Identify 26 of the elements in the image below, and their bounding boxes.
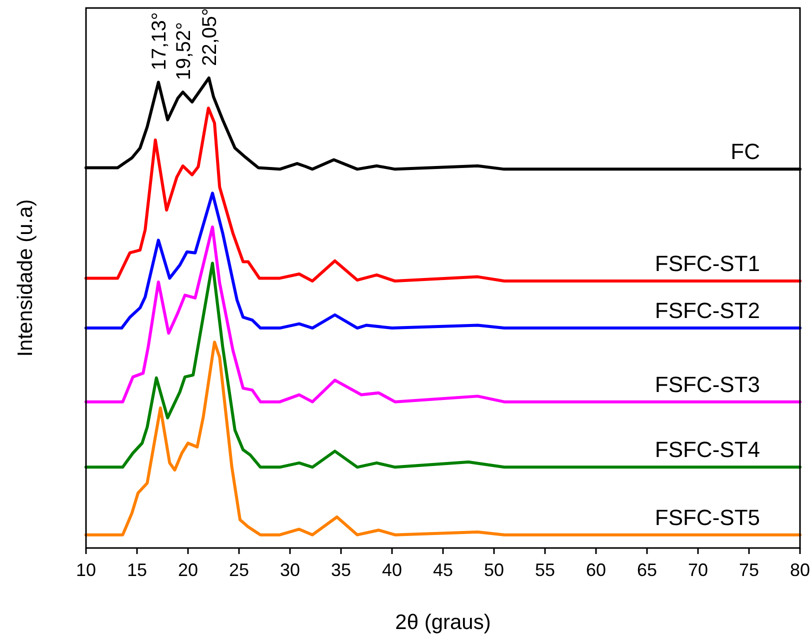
annotation: 17,13°	[148, 12, 171, 70]
x-tick-label: 30	[280, 560, 300, 580]
x-tick-label: 50	[484, 560, 504, 580]
x-tick-label: 55	[534, 560, 556, 580]
annotation: 22,05°	[198, 8, 221, 66]
series-label: FSFC-ST3	[654, 372, 760, 397]
x-tick-label: 35	[330, 560, 352, 580]
x-tick-label: 75	[738, 560, 760, 580]
x-tick-label: 10	[76, 560, 96, 580]
x-tick-label: 80	[790, 560, 810, 580]
x-tick-label: 40	[382, 560, 402, 580]
series-label: FSFC-ST4	[654, 437, 760, 462]
x-tick-label: 20	[178, 560, 198, 580]
x-tick-label: 70	[688, 560, 708, 580]
annotation: 19,52°	[173, 22, 196, 80]
y-axis-title: Intensidade (u.a)	[14, 199, 37, 357]
series-label: FSFC-ST2	[654, 298, 760, 324]
x-tick-label: 65	[636, 560, 658, 580]
series-label: FSFC-ST5	[654, 504, 760, 530]
x-tick-label: 45	[432, 560, 454, 580]
x-tick-label: 25	[228, 560, 250, 580]
x-axis-title: 2θ (graus)	[395, 611, 491, 634]
x-tick-label: 15	[126, 560, 148, 580]
x-tick-label: 60	[586, 560, 606, 580]
series-label: FC	[730, 139, 760, 164]
series-label: FSFC-ST1	[654, 251, 760, 276]
